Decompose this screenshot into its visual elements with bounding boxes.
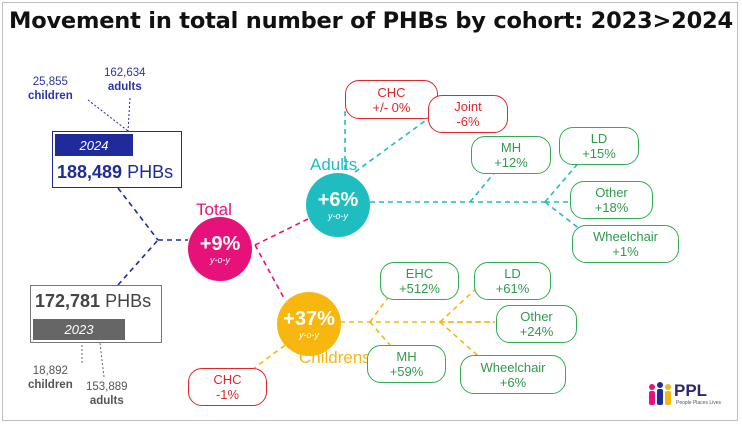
adults-other-name: Other [595,185,628,200]
connector-childrens-to-wheelchair [439,321,486,363]
adults-other-value: +18% [594,200,629,215]
people-figures-icon [649,382,671,405]
adults-2023-caption: adults [89,395,124,407]
adults-wheelchair-value: +1% [612,244,639,259]
total-2023-unit: PHBs [100,291,152,311]
page-title: Movement in total number of PHBs by coho… [9,8,733,34]
childrens-label: Childrens [299,348,371,367]
childrens-wheelchair-name: Wheelchair [480,359,546,375]
total-yoy: y-o-y [210,255,230,265]
childrens-yoy: y-o-y [299,330,319,340]
childrens-chc-value: -1% [215,387,240,402]
childrens-wheelchair-value: +6% [499,374,527,390]
total-label: Total [196,200,232,219]
adults-joint-value: -6% [456,114,480,129]
children-2024-value: 25,855 [32,76,68,88]
childrens-mh-value: +59% [389,364,424,379]
adults-chc-name: CHC [377,84,406,100]
children-2024-caption: children [28,90,73,102]
total-2023-box: 172,781 PHBs 2023 [30,285,162,343]
total-2024-value: 188,489 PHBs [57,162,173,183]
connector-children-2024 [87,99,129,132]
adults-2024-caption: adults [107,81,142,93]
logo-text: PPL [674,381,708,400]
children-2023-caption: children [28,379,73,391]
total-2023-value: 172,781 PHBs [35,291,151,312]
childrens-ld-pill: LD +61% [474,262,551,300]
adults-other-pill: Other +18% [570,181,653,219]
childrens-wheelchair-pill: Wheelchair +6% [460,355,566,394]
adults-circle: +6% y-o-y [306,173,370,237]
childrens-mh-pill: MH +59% [367,345,446,383]
adults-joint-name: Joint [454,99,482,114]
adults-2024-value: 162,634 [104,67,146,79]
diagram-frame [2,2,738,421]
connector-adults-to-ld [544,152,588,203]
childrens-ld-name: LD [504,266,521,281]
children-2023-label: 18,892 children [28,364,73,392]
adults-label: Adults [310,155,358,174]
total-2024-number: 188,489 [57,162,123,182]
adults-yoy: y-o-y [328,211,348,221]
childrens-mh-name: MH [396,349,417,364]
adults-pct: +6% [317,189,359,211]
childrens-other-pill: Other +24% [496,305,577,343]
adults-ld-pill: LD +15% [559,127,639,165]
childrens-ehc-name: EHC [405,266,434,281]
childrens-circle: +37% y-o-y [277,292,341,356]
year-2024-tag: 2024 [55,134,133,156]
adults-ld-value: +15% [582,146,616,161]
childrens-ehc-pill: EHC +512% [380,262,459,300]
adults-chc-pill: CHC +/- 0% [345,80,438,119]
year-2023-tag: 2023 [33,319,125,340]
children-2023-value: 18,892 [32,365,68,377]
adults-2024-label: 162,634 adults [104,66,146,94]
adults-wheelchair-pill: Wheelchair +1% [572,225,679,263]
total-circle: +9% y-o-y [188,217,252,281]
adults-2023-label: 153,889 adults [86,380,128,408]
adults-joint-pill: Joint -6% [428,95,508,133]
total-2024-box: 2024 188,489 PHBs [52,131,182,188]
logo-tagline: People Places Lives [676,400,722,406]
childrens-pct: +37% [283,308,335,330]
adults-mh-value: +12% [494,155,528,170]
adults-wheelchair-name: Wheelchair [592,229,659,244]
connector-adults-2024 [127,97,131,132]
total-pct: +9% [199,233,241,255]
adults-mh-name: MH [500,140,522,155]
connector-2023-to-total [117,239,159,286]
ppl-logo: PPL People Places Lives [648,378,728,414]
adults-ld-name: LD [590,131,608,146]
adults-2023-value: 153,889 [86,381,128,393]
childrens-ehc-value: +512% [399,281,440,296]
childrens-chc-pill: CHC -1% [188,368,267,406]
connector-total-to-adults [254,217,311,246]
childrens-other-name: Other [520,309,553,324]
total-2024-unit: PHBs [122,162,174,182]
children-2024-label: 25,855 children [28,75,73,103]
adults-mh-pill: MH +12% [471,136,551,174]
connector-2024-to-total [117,187,159,241]
childrens-other-value: +24% [519,324,554,339]
childrens-chc-name: CHC [213,372,242,387]
childrens-ld-value: +61% [495,281,530,296]
total-2023-number: 172,781 [35,291,101,311]
connector-adults-2023 [99,342,105,378]
connector-childrens-to-mh [369,321,391,346]
connector-total-to-childrens [254,244,286,301]
adults-chc-value: +/- 0% [372,99,411,115]
connector-childrens-to-ld [439,284,481,323]
